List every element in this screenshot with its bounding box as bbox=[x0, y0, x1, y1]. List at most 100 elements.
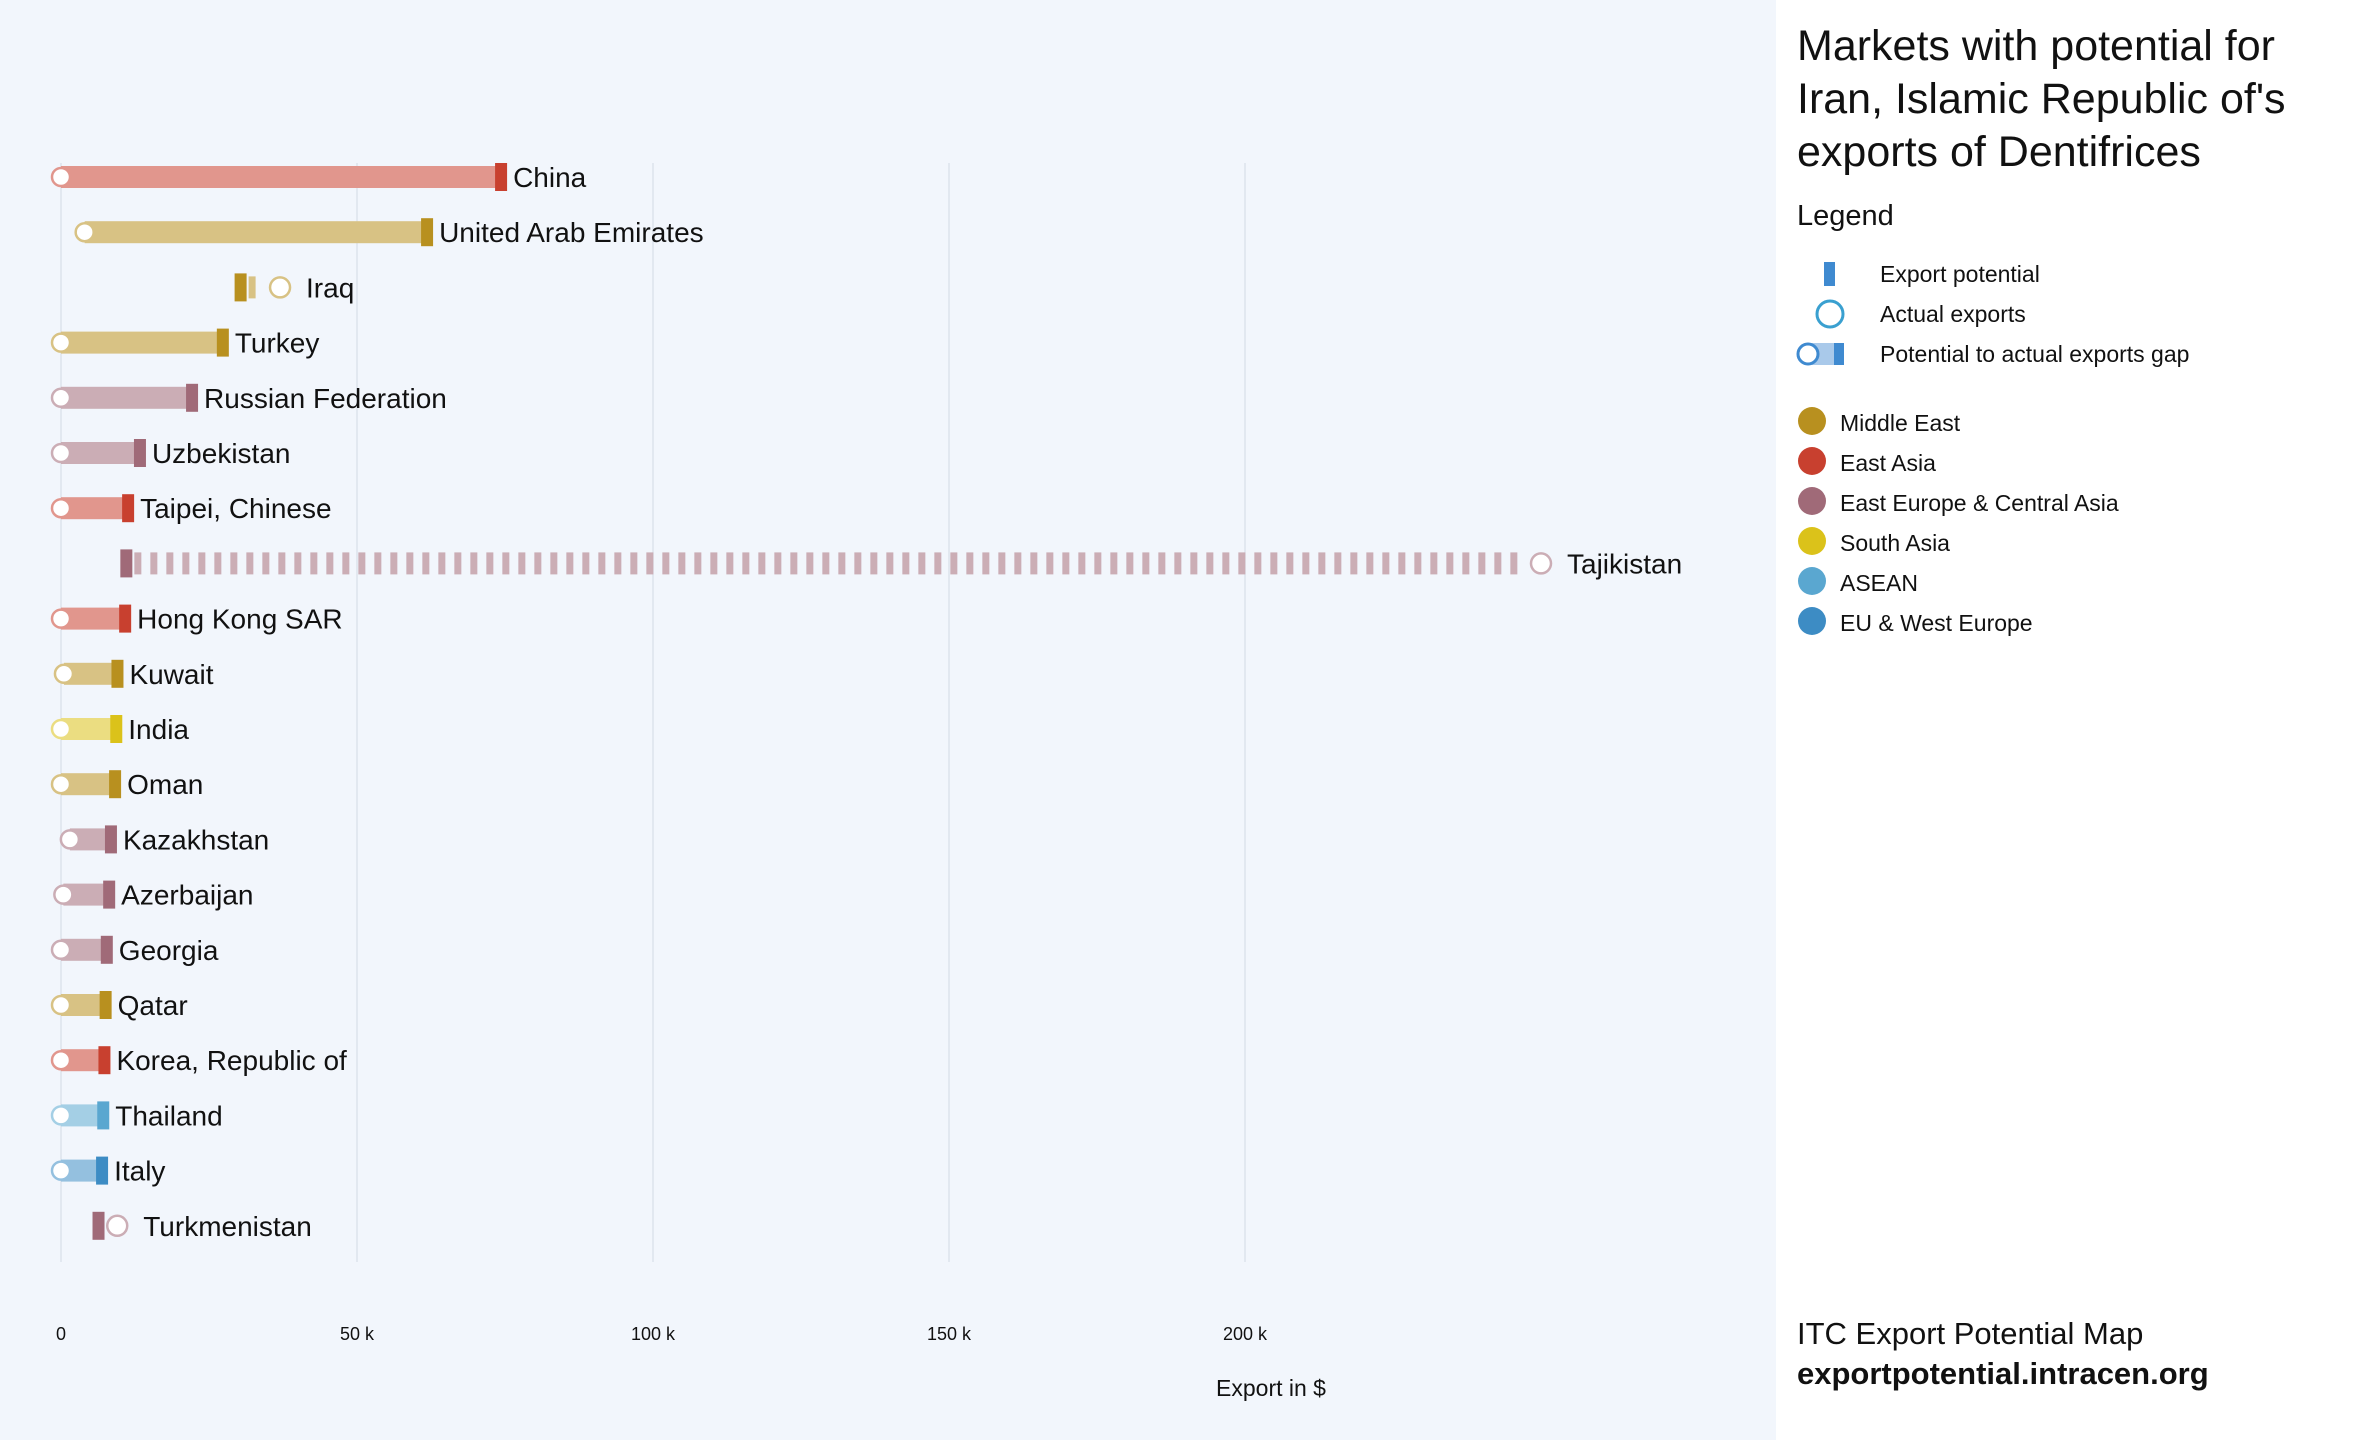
actual-export-marker bbox=[50, 718, 72, 740]
gap-dash bbox=[630, 552, 638, 575]
gap-dash bbox=[1158, 552, 1166, 575]
actual-export-marker bbox=[50, 1160, 72, 1181]
export-potential-marker bbox=[100, 935, 113, 964]
chart-title: Markets with potential for Iran, Islamic… bbox=[1797, 22, 2286, 176]
legend-item-gap: Potential to actual exports gap bbox=[1776, 335, 2360, 375]
export-potential-marker bbox=[120, 549, 133, 578]
export-potential-marker bbox=[122, 494, 135, 523]
gap-dash bbox=[1478, 552, 1486, 575]
region-legend-label: Middle East bbox=[1840, 410, 1961, 436]
gap-dash bbox=[1398, 552, 1406, 575]
region-legend-label: East Europe & Central Asia bbox=[1840, 490, 2119, 516]
gap-dash bbox=[662, 552, 670, 575]
export-potential-marker bbox=[99, 991, 112, 1019]
actual-export-marker bbox=[50, 332, 72, 353]
actual-export-marker bbox=[50, 773, 72, 795]
gap-dash bbox=[838, 552, 846, 575]
gap-dash bbox=[390, 552, 398, 575]
gap-bar bbox=[84, 221, 426, 244]
gap-bar bbox=[61, 1104, 102, 1127]
export-potential-marker bbox=[216, 328, 229, 357]
gap-dash bbox=[198, 552, 206, 575]
gap-dash bbox=[262, 552, 270, 575]
gap-dash bbox=[918, 552, 926, 575]
gap-dash bbox=[1494, 552, 1502, 575]
actual-export-marker bbox=[74, 221, 95, 243]
region-legend-label: ASEAN bbox=[1840, 570, 1918, 596]
gap-bar bbox=[61, 1049, 103, 1072]
region-legend-item: East Asia bbox=[1776, 444, 2360, 484]
gap-dash bbox=[774, 552, 782, 575]
gap-dash bbox=[710, 552, 718, 575]
gap-dash bbox=[1206, 552, 1214, 575]
region-legend-label: EU & West Europe bbox=[1840, 610, 2033, 636]
x-tick-label: 200 k bbox=[1223, 1324, 1268, 1344]
export-potential-marker bbox=[92, 1211, 105, 1240]
region-legend-item: EU & West Europe bbox=[1776, 604, 2360, 644]
legend-label: Potential to actual exports gap bbox=[1880, 341, 2190, 367]
actual-export-marker bbox=[50, 387, 72, 409]
gap-dash bbox=[550, 552, 558, 575]
gap-dash bbox=[406, 552, 414, 575]
country-label: Georgia bbox=[119, 935, 219, 966]
gap-dash bbox=[1190, 552, 1198, 575]
country-label: Oman bbox=[127, 769, 203, 800]
gap-dash bbox=[1238, 552, 1246, 575]
gap-dash bbox=[470, 552, 478, 575]
country-label: Tajikistan bbox=[1567, 548, 1682, 579]
gap-dash bbox=[1126, 552, 1134, 575]
gap-bar bbox=[61, 994, 104, 1016]
country-label: Italy bbox=[114, 1156, 165, 1187]
gap-dash bbox=[1270, 552, 1278, 575]
gap-dash bbox=[998, 552, 1006, 575]
region-dot-icon bbox=[1798, 527, 1826, 555]
gap-dash bbox=[1142, 552, 1150, 575]
gap-dash bbox=[502, 552, 510, 575]
actual-export-marker bbox=[50, 1049, 72, 1071]
country-label: Turkey bbox=[235, 328, 320, 359]
region-legend-label: East Asia bbox=[1840, 450, 1936, 476]
region-legend-label: South Asia bbox=[1840, 530, 1950, 556]
export-potential-marker bbox=[111, 659, 124, 688]
country-label: United Arab Emirates bbox=[439, 217, 704, 248]
gap-bar bbox=[61, 718, 115, 740]
actual-export-marker bbox=[50, 166, 72, 188]
gap-dash bbox=[246, 552, 254, 575]
legend-label: Actual exports bbox=[1880, 301, 2026, 327]
country-label: Hong Kong SAR bbox=[137, 604, 342, 635]
gap-dash bbox=[310, 552, 318, 575]
gap-dash bbox=[598, 552, 606, 575]
gap-dash bbox=[742, 552, 750, 575]
gap-bar bbox=[61, 1159, 101, 1182]
export-potential-marker bbox=[96, 1156, 109, 1185]
region-dot-icon bbox=[1798, 607, 1826, 635]
gap-dash bbox=[870, 552, 878, 575]
gap-dash bbox=[1030, 552, 1038, 575]
actual-export-marker bbox=[53, 663, 75, 685]
gap-dash bbox=[342, 552, 350, 575]
gap-bar bbox=[61, 773, 114, 796]
export-potential-marker bbox=[186, 383, 199, 412]
gap-dash bbox=[790, 552, 798, 575]
gap-dash bbox=[1286, 552, 1294, 575]
actual-export-marker bbox=[59, 829, 81, 850]
country-label: Turkmenistan bbox=[143, 1211, 312, 1242]
actual-export-marker bbox=[50, 939, 72, 961]
region-legend-item: Middle East bbox=[1776, 404, 2360, 444]
export-potential-marker bbox=[97, 1101, 110, 1130]
gap-bar bbox=[61, 497, 127, 520]
gap-dash bbox=[166, 552, 174, 575]
gap-dash bbox=[1446, 552, 1454, 575]
region-dot-icon bbox=[1798, 567, 1826, 595]
region-legend-item: ASEAN bbox=[1776, 564, 2360, 604]
export-potential-marker bbox=[103, 880, 116, 909]
region-legend-item: East Europe & Central Asia bbox=[1776, 484, 2360, 524]
gap-dash bbox=[1366, 552, 1374, 575]
gap-dash bbox=[518, 552, 526, 575]
country-label: Russian Federation bbox=[204, 383, 447, 414]
gap-dash bbox=[646, 552, 654, 575]
gap-dash bbox=[1462, 552, 1470, 575]
side-panel: Markets with potential for Iran, Islamic… bbox=[1776, 0, 2360, 1440]
actual-export-marker bbox=[50, 497, 72, 519]
country-label: Taipei, Chinese bbox=[140, 493, 331, 524]
